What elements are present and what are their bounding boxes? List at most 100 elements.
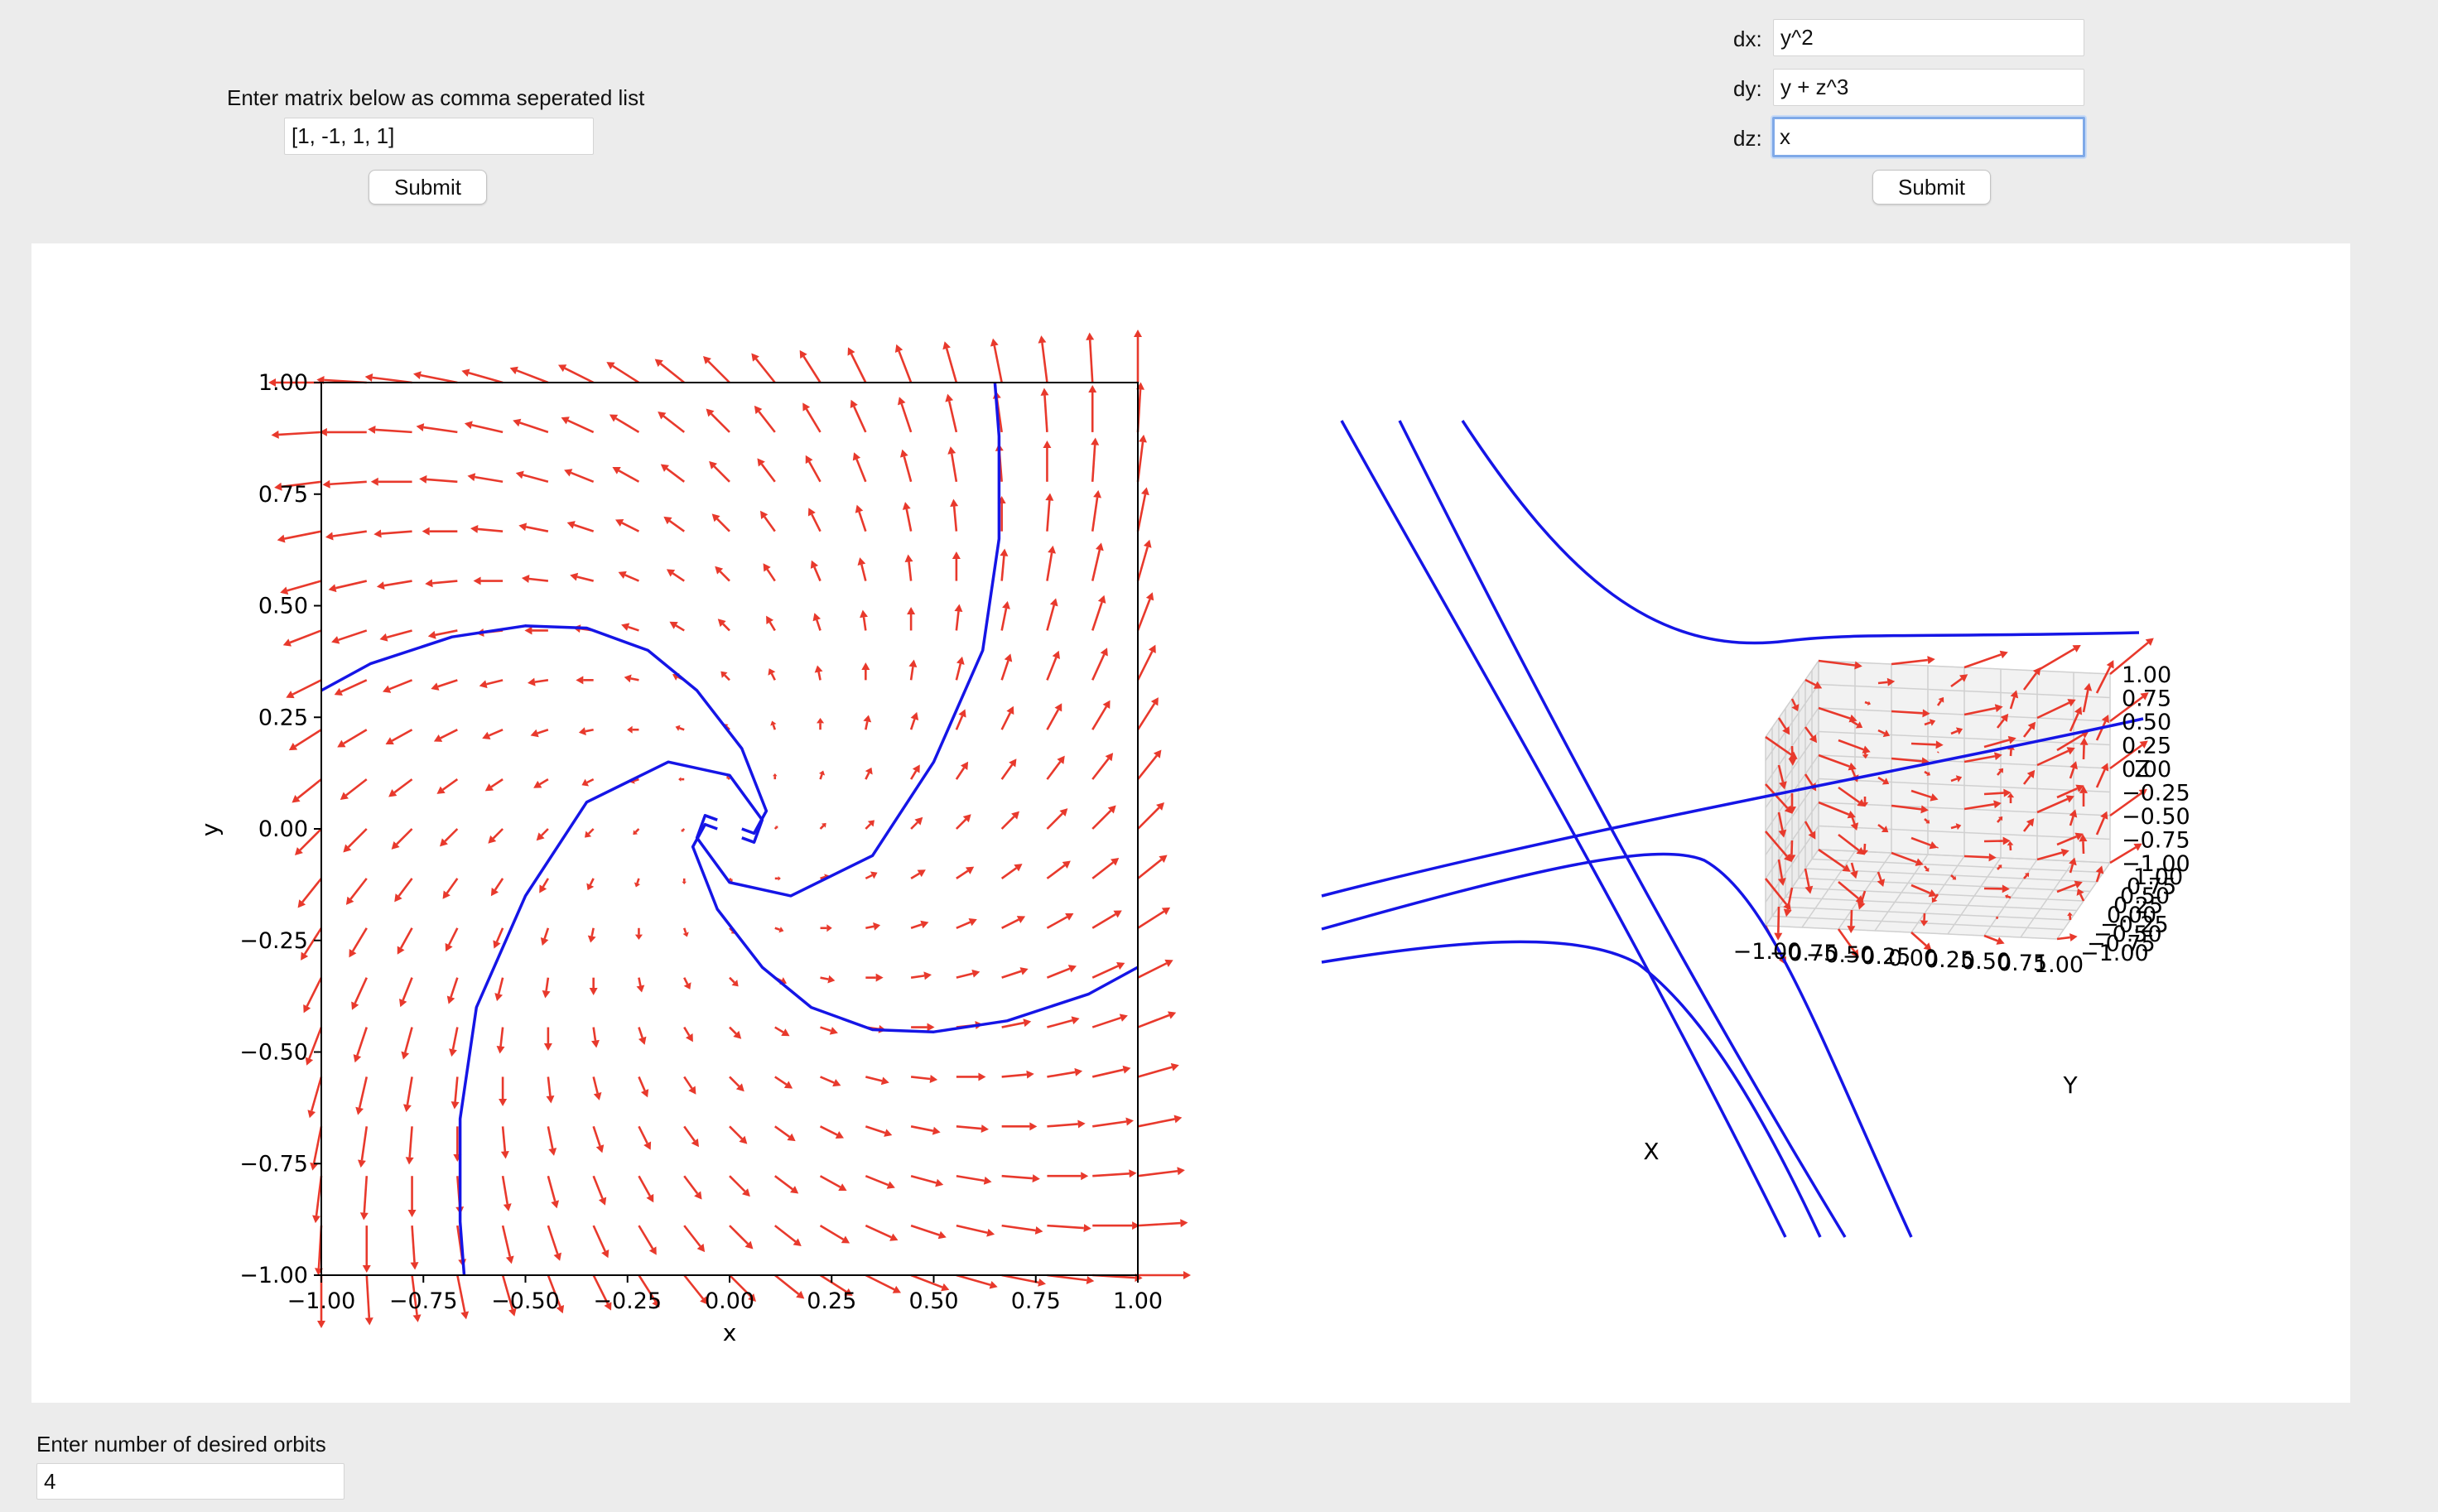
vector-arrow-3d xyxy=(2056,835,2077,846)
vector-arrow-2d xyxy=(444,828,459,842)
vector-arrow-2d xyxy=(865,721,869,730)
vector-arrow-2d xyxy=(592,1027,597,1041)
matrix-input[interactable] xyxy=(284,118,594,155)
vector-arrow-2d xyxy=(1091,1068,1124,1078)
vector-arrow-3d xyxy=(1997,818,2002,823)
vector-arrow-2d xyxy=(534,679,549,683)
vector-arrow-2d xyxy=(683,1076,693,1090)
vector-arrow-2d-head xyxy=(1145,592,1154,601)
y-tick-label-3d: 0.50 xyxy=(2120,884,2170,909)
vector-arrow-2d-head xyxy=(530,729,539,738)
vector-arrow-2d xyxy=(682,927,687,934)
vector-arrow-2d xyxy=(956,921,971,929)
vector-arrow-2d xyxy=(437,679,458,688)
vector-arrow-2d-head xyxy=(385,737,394,744)
dx-input[interactable] xyxy=(1773,19,2084,56)
vector-arrow-2d-head xyxy=(763,563,771,572)
vector-arrow-2d-head xyxy=(383,685,392,693)
vector-arrow-2d xyxy=(865,874,873,880)
vector-arrow-3d xyxy=(1838,833,1860,851)
matrix-submit-button[interactable]: Submit xyxy=(369,170,487,205)
vector-arrow-2d xyxy=(423,426,458,434)
vector-arrow-2d-head xyxy=(873,922,881,931)
x-tick-label-3d: −0.25 xyxy=(1843,944,1911,970)
vector-arrow-2d-head xyxy=(1100,648,1108,657)
vector-arrow-2d xyxy=(471,423,504,434)
vector-arrow-2d xyxy=(287,580,322,592)
vector-arrow-3d-head xyxy=(1848,762,1857,771)
vector-arrow-2d xyxy=(910,1076,931,1081)
vector-arrow-2d-head xyxy=(978,1072,986,1081)
vector-arrow-2d-head xyxy=(399,999,407,1008)
vector-arrow-2d-head xyxy=(810,560,819,569)
x-tick-label-2d: −1.00 xyxy=(287,1288,356,1314)
vector-arrow-2d-head xyxy=(942,341,951,350)
vector-arrow-2d-head xyxy=(310,1162,319,1171)
vector-arrow-3d-head xyxy=(2079,785,2088,793)
vector-arrow-2d xyxy=(729,976,735,984)
vector-arrow-2d xyxy=(729,1125,743,1140)
vector-arrow-2d xyxy=(774,1125,791,1138)
vector-arrow-2d-head xyxy=(1004,653,1013,662)
z-axis-label-3d: Z xyxy=(2134,755,2150,782)
vector-arrow-3d xyxy=(2056,936,2070,941)
vector-arrow-2d-head xyxy=(844,1288,853,1296)
vector-arrow-2d-head xyxy=(295,847,303,855)
vector-arrow-2d xyxy=(456,1274,466,1312)
vector-arrow-3d-head xyxy=(1882,730,1891,738)
vector-arrow-3d xyxy=(1983,792,2004,796)
vector-arrow-3d-head xyxy=(1851,949,1859,958)
vector-arrow-2d-head xyxy=(1023,1018,1032,1028)
vector-arrow-2d-head xyxy=(508,1307,517,1317)
vector-arrow-3d-head xyxy=(1955,727,1963,735)
vector-arrow-3d xyxy=(1910,789,1932,799)
vector-arrow-2d-head xyxy=(388,789,398,797)
vector-arrow-3d-head xyxy=(2076,888,2084,896)
vector-arrow-2d xyxy=(722,623,730,632)
orbit-curve-3d xyxy=(1321,852,1913,1238)
equations-submit-button[interactable]: Submit xyxy=(1872,170,1991,205)
dz-input[interactable] xyxy=(1772,117,2085,157)
vector-arrow-2d xyxy=(1001,1021,1024,1028)
vector-arrow-2d xyxy=(903,456,913,483)
vector-arrow-2d xyxy=(1043,395,1048,432)
vector-arrow-2d xyxy=(727,777,730,781)
vector-arrow-3d xyxy=(2079,893,2085,902)
vector-arrow-2d xyxy=(404,1027,413,1053)
vector-arrow-2d-head xyxy=(558,364,567,373)
vector-arrow-3d xyxy=(2095,720,2107,741)
vector-arrow-2d xyxy=(683,977,689,985)
vector-arrow-2d xyxy=(1091,912,1116,929)
vector-arrow-2d xyxy=(365,1274,371,1318)
vector-arrow-3d xyxy=(1838,786,1860,803)
vector-arrow-2d xyxy=(1137,1221,1181,1227)
vector-arrow-2d-head xyxy=(1140,487,1149,496)
vector-arrow-2d xyxy=(724,674,730,681)
vector-arrow-3d-head xyxy=(2026,769,2036,779)
vector-arrow-3d xyxy=(1924,770,1929,775)
vector-arrow-2d-head xyxy=(941,1283,950,1292)
vector-arrow-3d xyxy=(1850,815,1856,825)
vector-arrow-2d-head xyxy=(345,896,354,905)
vector-arrow-2d-head xyxy=(731,980,739,987)
x-tick-label-3d: 0.75 xyxy=(1997,951,2047,976)
vector-arrow-2d xyxy=(1046,552,1053,581)
orbits-input[interactable] xyxy=(36,1463,344,1500)
vector-arrow-2d xyxy=(819,825,825,830)
vector-arrow-2d-head xyxy=(937,1230,947,1240)
vector-arrow-2d xyxy=(1136,651,1154,681)
vector-arrow-3d xyxy=(2109,846,2137,864)
vector-arrow-2d xyxy=(707,360,730,383)
vector-arrow-2d-head xyxy=(696,1243,706,1253)
vector-arrow-2d xyxy=(1001,1224,1036,1232)
dy-input[interactable] xyxy=(1773,69,2084,106)
vector-arrow-2d xyxy=(547,1076,552,1096)
vector-arrow-2d xyxy=(808,461,822,483)
vector-arrow-3d-head xyxy=(1779,781,1787,790)
vector-arrow-2d-head xyxy=(838,1183,847,1191)
x-axis-label-2d: x xyxy=(723,1319,737,1346)
vector-arrow-2d-head xyxy=(884,1129,893,1137)
vector-arrow-2d xyxy=(447,927,459,946)
vector-arrow-2d xyxy=(754,358,776,383)
vector-arrow-2d-head xyxy=(832,1078,841,1087)
